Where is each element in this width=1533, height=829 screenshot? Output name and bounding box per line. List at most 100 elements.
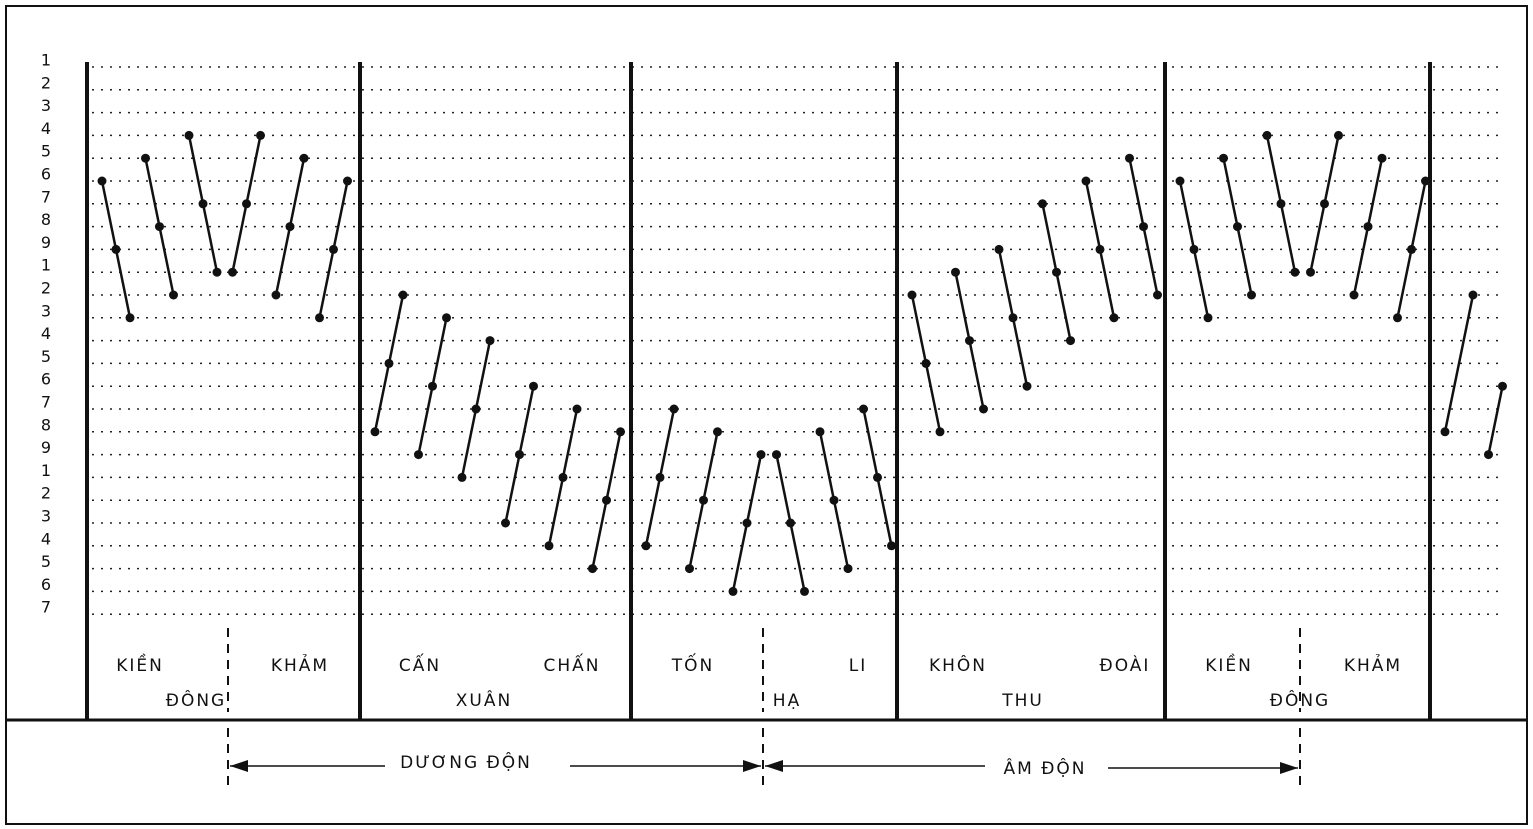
point xyxy=(873,472,882,482)
connector xyxy=(924,363,942,433)
connector xyxy=(187,135,205,205)
trigram-label: KIỀN xyxy=(1205,652,1253,676)
point xyxy=(994,244,1004,254)
row-label: 2 xyxy=(41,279,51,298)
point xyxy=(471,404,481,414)
point xyxy=(501,518,510,528)
point xyxy=(1468,290,1478,300)
connector xyxy=(731,522,749,592)
connector xyxy=(144,157,161,227)
arrows xyxy=(230,760,1298,774)
connector xyxy=(332,180,349,250)
point xyxy=(1377,153,1387,163)
row-label: 1 xyxy=(41,256,51,275)
connector xyxy=(954,271,971,341)
row-label: 6 xyxy=(41,575,51,594)
row-label: 7 xyxy=(41,393,51,412)
connector xyxy=(644,477,662,547)
point xyxy=(859,404,868,414)
point xyxy=(184,130,194,140)
connector xyxy=(1487,385,1504,455)
point xyxy=(1109,313,1119,323)
point xyxy=(1038,199,1047,209)
point xyxy=(1066,336,1075,346)
connector xyxy=(1443,294,1475,433)
point xyxy=(529,381,538,391)
point xyxy=(515,450,524,460)
point xyxy=(829,495,839,505)
point xyxy=(299,153,309,163)
connector xyxy=(1098,249,1116,319)
connector xyxy=(1128,157,1145,227)
trigram-label: CẤN xyxy=(399,652,441,676)
point xyxy=(285,222,295,232)
point xyxy=(1393,313,1402,323)
point xyxy=(572,404,582,414)
connector xyxy=(591,499,608,569)
point xyxy=(1203,313,1213,323)
point xyxy=(1421,176,1430,186)
connector xyxy=(1396,249,1413,319)
connector xyxy=(1366,157,1384,227)
row-label: 9 xyxy=(41,233,51,252)
point xyxy=(212,267,222,277)
point xyxy=(329,244,338,254)
point xyxy=(655,472,665,482)
point xyxy=(921,358,931,368)
season-label: ĐÔNG xyxy=(1270,689,1330,711)
row-label: 7 xyxy=(41,187,51,206)
point xyxy=(228,267,237,277)
point xyxy=(1407,244,1416,254)
point xyxy=(1363,222,1373,232)
season-label: THU xyxy=(1001,691,1044,711)
connector xyxy=(775,454,792,524)
point xyxy=(97,176,107,186)
point xyxy=(728,586,738,596)
point xyxy=(111,244,121,254)
frame xyxy=(5,5,1528,825)
connector xyxy=(231,203,248,273)
point xyxy=(1095,244,1105,254)
point xyxy=(1153,290,1162,300)
point xyxy=(428,381,437,391)
point xyxy=(887,541,896,551)
connector xyxy=(702,431,719,501)
point xyxy=(315,313,324,323)
connector xyxy=(1352,226,1370,296)
season-label: ĐÔNG xyxy=(166,689,226,711)
connector xyxy=(474,340,492,410)
point xyxy=(1008,313,1018,323)
connector xyxy=(201,203,219,273)
season-label: XUÂN xyxy=(456,689,512,711)
point xyxy=(343,176,352,186)
trigram-label: KIỀN xyxy=(116,652,164,676)
period-markers xyxy=(227,628,1301,792)
connector xyxy=(818,431,836,501)
row-label: 1 xyxy=(41,461,51,480)
connector xyxy=(1142,226,1159,296)
point xyxy=(616,427,625,437)
point xyxy=(1233,222,1242,232)
connector xyxy=(1309,203,1326,273)
connector xyxy=(288,157,306,227)
connector xyxy=(832,499,850,569)
point xyxy=(1139,222,1148,232)
connector xyxy=(688,499,705,569)
point xyxy=(699,495,708,505)
row-label: 1 xyxy=(41,51,51,70)
connector xyxy=(1236,226,1253,296)
row-label: 3 xyxy=(41,507,51,526)
row-label: 4 xyxy=(41,119,51,138)
point xyxy=(713,427,722,437)
season-label: HẠ xyxy=(773,691,801,711)
connector xyxy=(1192,249,1210,319)
point xyxy=(1334,130,1343,140)
connector xyxy=(373,363,391,433)
trigram-label: CHẤN xyxy=(544,652,601,676)
point xyxy=(1440,427,1450,437)
point xyxy=(1175,176,1185,186)
connector xyxy=(1222,157,1239,227)
point xyxy=(398,290,408,300)
point xyxy=(256,130,265,140)
